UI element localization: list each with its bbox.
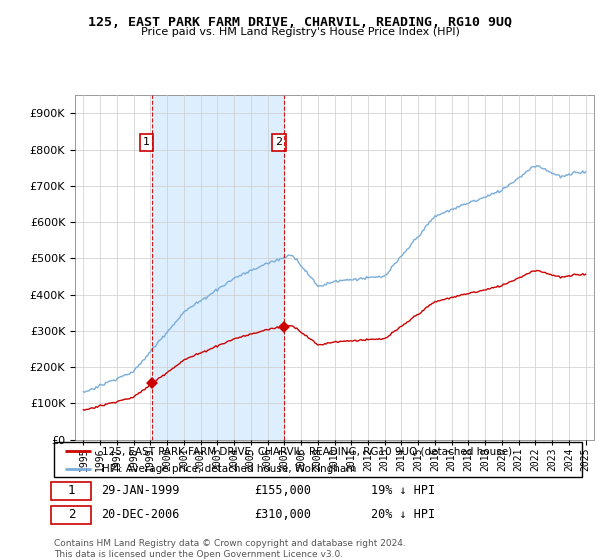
Bar: [152, 95, 284, 440]
Text: Price paid vs. HM Land Registry's House Price Index (HPI): Price paid vs. HM Land Registry's House …: [140, 27, 460, 37]
FancyBboxPatch shape: [52, 506, 91, 524]
Text: 2: 2: [68, 508, 75, 521]
Text: 125, EAST PARK FARM DRIVE, CHARVIL, READING, RG10 9UQ: 125, EAST PARK FARM DRIVE, CHARVIL, READ…: [88, 16, 512, 29]
Text: 2: 2: [275, 137, 283, 147]
Text: 1: 1: [143, 137, 150, 147]
Text: 1: 1: [68, 484, 75, 497]
Text: 20-DEC-2006: 20-DEC-2006: [101, 508, 180, 521]
FancyBboxPatch shape: [52, 482, 91, 500]
Text: 29-JAN-1999: 29-JAN-1999: [101, 484, 180, 497]
Text: 19% ↓ HPI: 19% ↓ HPI: [371, 484, 435, 497]
Text: Contains HM Land Registry data © Crown copyright and database right 2024.
This d: Contains HM Land Registry data © Crown c…: [54, 539, 406, 559]
Text: £155,000: £155,000: [254, 484, 311, 497]
Text: £310,000: £310,000: [254, 508, 311, 521]
Text: HPI: Average price, detached house, Wokingham: HPI: Average price, detached house, Woki…: [101, 464, 356, 474]
Text: 125, EAST PARK FARM DRIVE, CHARVIL, READING, RG10 9UQ (detached house): 125, EAST PARK FARM DRIVE, CHARVIL, READ…: [101, 446, 512, 456]
Text: 20% ↓ HPI: 20% ↓ HPI: [371, 508, 435, 521]
